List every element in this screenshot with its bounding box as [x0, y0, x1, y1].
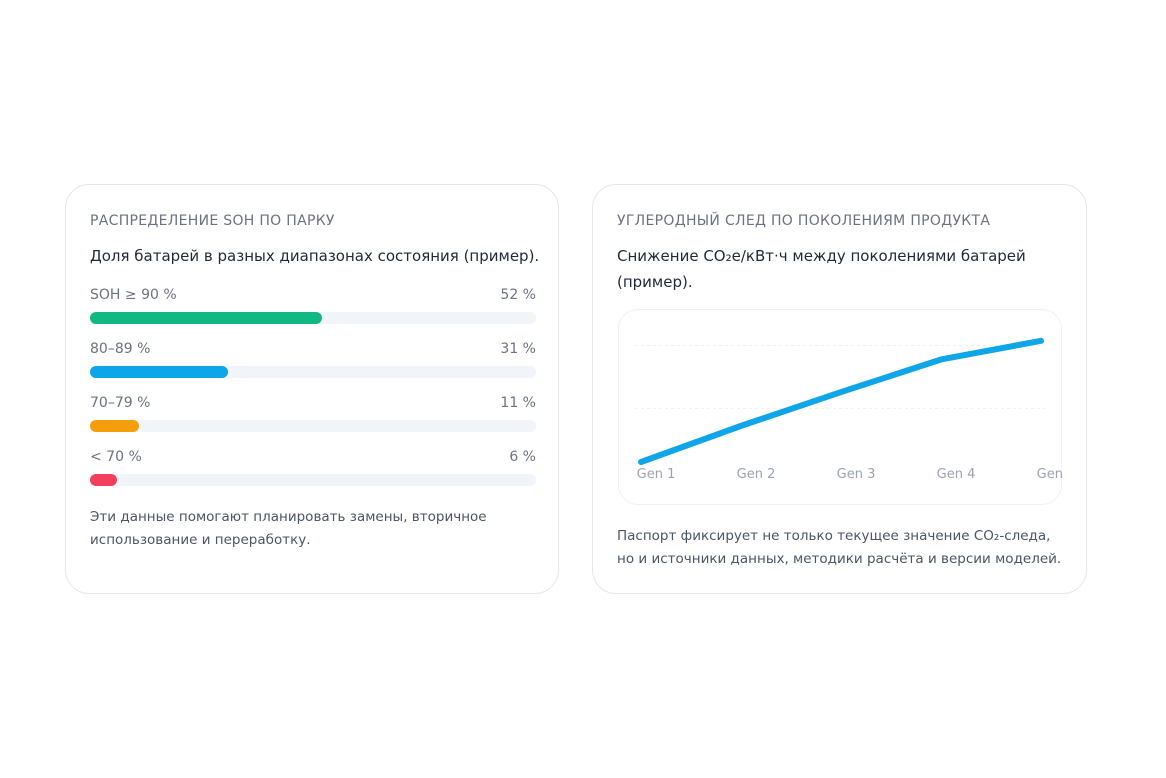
soh-row: 70–79 % 11 %	[90, 393, 536, 447]
soh-progress-fill	[90, 420, 140, 432]
co2-series-line	[638, 337, 1044, 465]
soh-card-subtitle: Доля батарей в разных диапазонах состоян…	[90, 247, 540, 265]
soh-row: < 70 % 6 %	[90, 447, 536, 501]
soh-range-label: 80–89 %	[90, 341, 151, 357]
x-tick-label: Gen 2	[737, 467, 776, 482]
co2-card-title: УГЛЕРОДНЫЙ СЛЕД ПО ПОКОЛЕНИЯМ ПРОДУКТА	[617, 213, 991, 229]
soh-progress-fill	[90, 366, 229, 378]
soh-range-label: SOH ≥ 90 %	[90, 287, 177, 303]
soh-percent-value: 31 %	[500, 341, 536, 357]
x-tick-label: Gen 5	[1037, 467, 1063, 482]
x-tick-label: Gen 3	[837, 467, 876, 482]
soh-range-label: 70–79 %	[90, 395, 151, 411]
soh-percent-value: 6 %	[509, 449, 536, 465]
soh-card-note: Эти данные помогают планировать замены, …	[90, 509, 487, 548]
soh-row: 80–89 % 31 %	[90, 339, 536, 393]
x-tick-label: Gen 1	[637, 467, 676, 482]
soh-progress-fill	[90, 312, 322, 324]
soh-percent-value: 52 %	[500, 287, 536, 303]
soh-progress-track	[90, 366, 536, 378]
carbon-footprint-card: УГЛЕРОДНЫЙ СЛЕД ПО ПОКОЛЕНИЯМ ПРОДУКТА С…	[592, 184, 1087, 594]
x-tick-label: Gen 4	[937, 467, 976, 482]
soh-progress-track	[90, 420, 536, 432]
soh-row: SOH ≥ 90 % 52 %	[90, 285, 536, 339]
soh-range-label: < 70 %	[90, 449, 142, 465]
co2-chart-svg: Gen 1 Gen 2 Gen 3 Gen 4 Gen 5	[635, 337, 1063, 482]
co2-card-subtitle: Снижение CO₂e/кВт·ч между поколениями ба…	[617, 247, 1026, 291]
soh-bar-list: SOH ≥ 90 % 52 % 80–89 % 31 % 70–79 % 11 …	[90, 285, 536, 501]
soh-card-title: РАСПРЕДЕЛЕНИЕ SOH ПО ПАРКУ	[90, 213, 335, 229]
soh-percent-value: 11 %	[500, 395, 536, 411]
soh-distribution-card: РАСПРЕДЕЛЕНИЕ SOH ПО ПАРКУ Доля батарей …	[65, 184, 559, 594]
co2-card-note: Паспорт фиксирует не только текущее знач…	[617, 528, 1062, 567]
soh-progress-fill	[90, 474, 117, 486]
co2-line-chart: Gen 1 Gen 2 Gen 3 Gen 4 Gen 5	[618, 309, 1063, 505]
soh-progress-track	[90, 474, 536, 486]
soh-progress-track	[90, 312, 536, 324]
